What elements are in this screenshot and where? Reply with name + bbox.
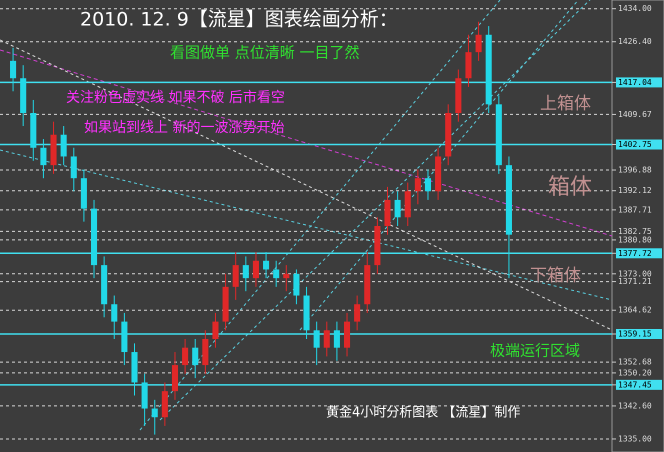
candle-body [445, 113, 452, 157]
candle-body [465, 52, 472, 79]
candle-body [182, 347, 189, 366]
candle-body [303, 295, 310, 331]
candle-body [404, 191, 411, 218]
candle-body [414, 178, 421, 192]
subtitle: 看图做单 点位清晰 一目了然 [170, 44, 360, 62]
candle-body [485, 34, 492, 105]
candle-body [252, 260, 259, 279]
candle-body [171, 365, 179, 392]
y-tick-label: 1402.75 [618, 140, 652, 149]
y-tick-label: 1352.68 [618, 358, 652, 367]
y-tick-label: 1382.75 [618, 227, 652, 236]
y-tick-label: 1434.00 [618, 4, 652, 13]
candle-body [222, 286, 229, 322]
candle-body [131, 352, 138, 383]
candle-body [435, 156, 442, 192]
candle-body [90, 208, 98, 266]
candle-body [70, 156, 77, 179]
annotation: 黄金4小时分析图表 【流星】制作 [326, 405, 520, 421]
y-tick-label: 1342.60 [618, 401, 652, 410]
candle-body [394, 199, 401, 218]
chart-title: 2010. 12. 9【流星】图表绘画分析： [80, 9, 398, 31]
candle-body [50, 134, 57, 166]
candle-body [313, 330, 320, 348]
annotation: 箱体 [548, 175, 592, 200]
y-tick-label: 1426.40 [618, 37, 652, 46]
candle-body [232, 265, 239, 287]
annotation: 关注粉色虚实线 如果不破 后市看空 [66, 89, 285, 106]
candle-body [495, 104, 502, 166]
candle-body [343, 321, 351, 348]
tick-highlight [616, 379, 662, 390]
candle-body [80, 178, 87, 209]
candle-body [242, 265, 249, 279]
tick-highlight [616, 77, 662, 88]
y-tick-label: 1396.88 [618, 166, 652, 175]
candle-body [424, 178, 432, 192]
candle-body [202, 339, 209, 366]
candle-body [101, 265, 108, 305]
candle-body [364, 265, 371, 305]
candle-body [384, 199, 391, 226]
y-tick-label: 1371.21 [618, 277, 652, 286]
y-tick-label: 1359.15 [618, 330, 652, 339]
tick-highlight [616, 248, 662, 259]
candle-body [354, 304, 361, 322]
y-tick-label: 1380.80 [618, 235, 652, 244]
y-tick-label: 1347.45 [618, 380, 652, 389]
candle-body [141, 382, 148, 409]
candle-body [283, 273, 290, 279]
y-tick-label: 1335.00 [618, 434, 652, 443]
candle-body [505, 165, 512, 235]
annotation: 极端运行区域 [490, 342, 580, 360]
y-tick-label: 1392.12 [618, 186, 652, 195]
axis-area [611, 0, 664, 452]
candle-body [30, 113, 37, 148]
candle-body [323, 330, 330, 348]
candle-body [10, 60, 17, 79]
y-tick-label: 1364.62 [618, 306, 652, 315]
y-tick-label: 1350.20 [618, 368, 652, 377]
candle-body [20, 78, 27, 113]
candle-body [60, 134, 67, 157]
candle-body [333, 330, 340, 348]
y-tick-label: 1409.67 [618, 110, 652, 119]
y-tick-label: 1387.71 [618, 205, 652, 214]
candle-body [293, 273, 300, 296]
candle-body [475, 34, 482, 53]
y-tick-label: 1417.04 [618, 78, 652, 87]
candle-body [374, 226, 381, 266]
candle-body [121, 321, 128, 353]
candle-body [161, 391, 168, 418]
y-tick-label: 1377.72 [618, 249, 652, 258]
annotation: 如果站到线上 新的一波涨势开始 [84, 120, 284, 136]
candle-body [273, 269, 280, 279]
tick-highlight [616, 139, 662, 150]
annotation: 上箱体 [540, 94, 591, 114]
candle-body [111, 304, 118, 322]
candle-body [455, 78, 462, 113]
candle-body [192, 347, 199, 366]
tick-highlight [616, 329, 662, 340]
candle-body [263, 260, 270, 270]
candle-body [151, 408, 158, 418]
y-tick-label: 1373.00 [618, 269, 652, 278]
candle-body [40, 147, 47, 166]
candle-body [212, 321, 219, 339]
trend-line [159, 0, 591, 421]
annotation: 下箱体 [530, 266, 581, 286]
